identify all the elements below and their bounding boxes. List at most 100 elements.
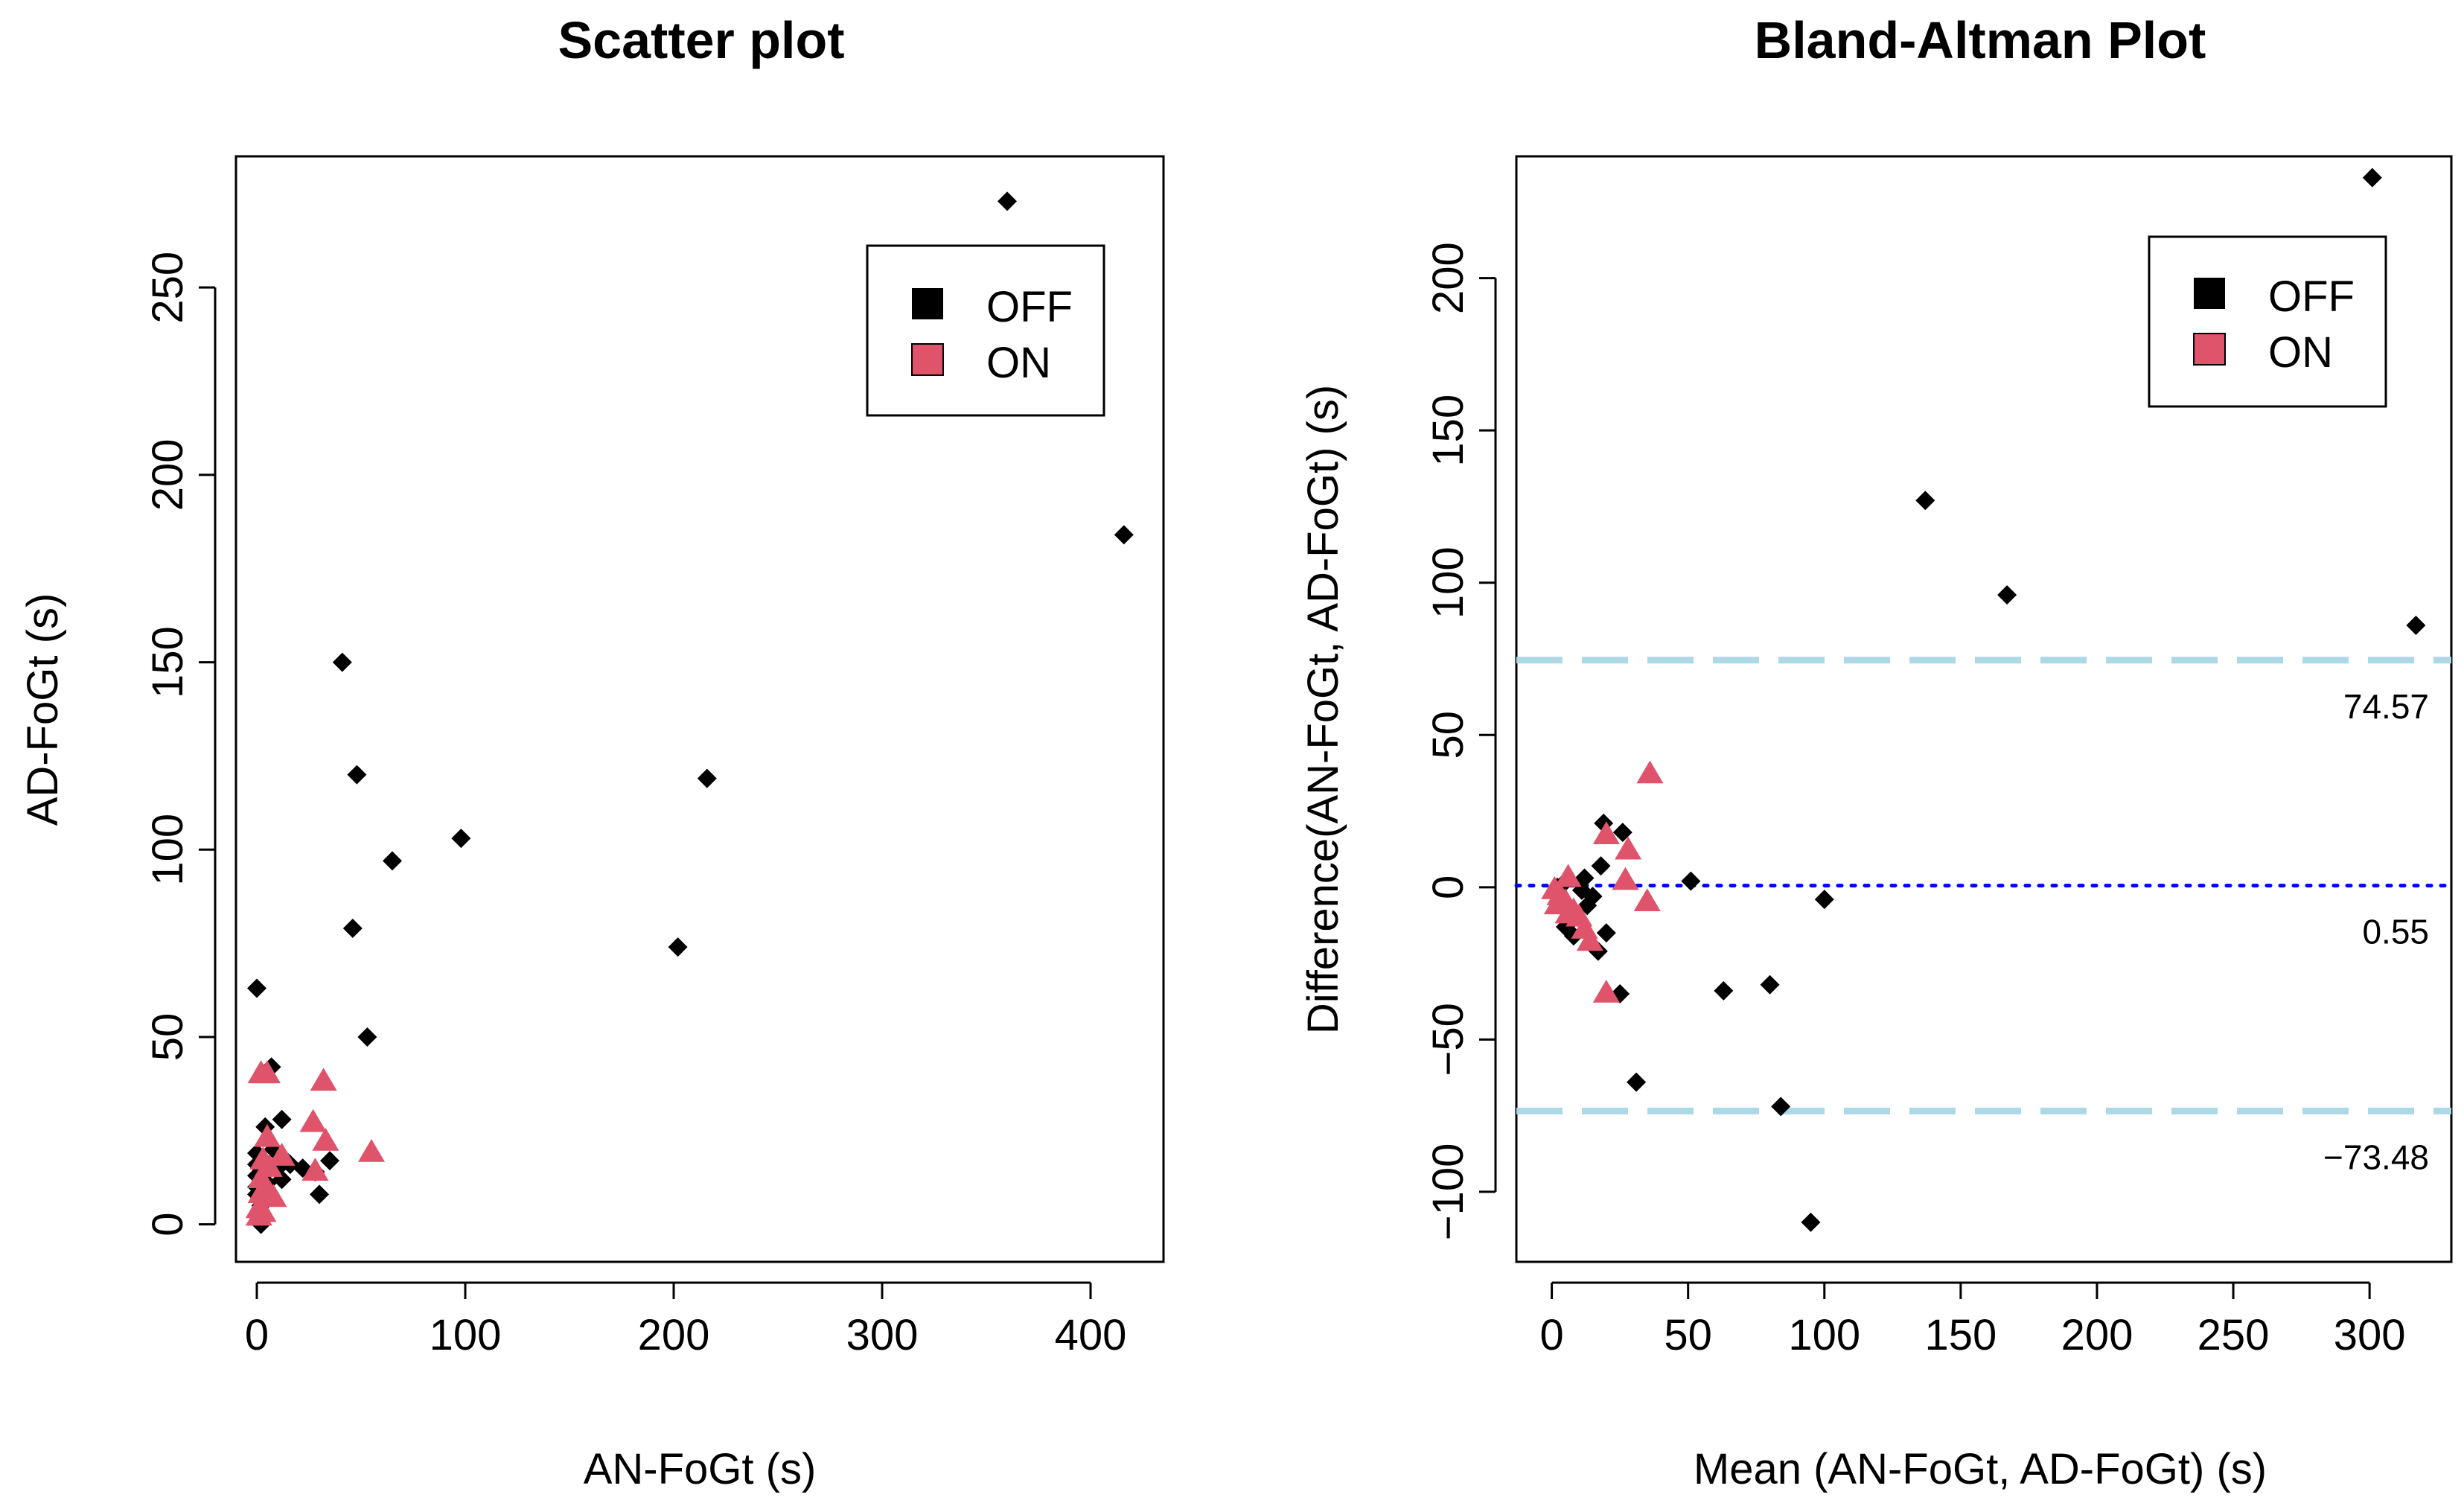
- scatter-x-tick-label: 100: [430, 1311, 502, 1359]
- scatter-point-on: [299, 1108, 327, 1132]
- scatter-y-tick-label: 100: [144, 814, 192, 886]
- scatter-x-tick-label: 300: [846, 1311, 919, 1359]
- bland-altman-x-tick-label: 300: [2334, 1311, 2406, 1359]
- scatter-point-on: [260, 1184, 287, 1207]
- bland-altman-y-tick-label: −50: [1424, 1003, 1472, 1076]
- bland-altman-plot-box: [1515, 155, 2453, 1263]
- scatter-plot-y-axis-title: AD-FoGt (s): [19, 593, 67, 826]
- scatter-legend-box: [866, 244, 1105, 417]
- scatter-point-off: [342, 918, 363, 938]
- scatter-point-off: [272, 1109, 292, 1129]
- bland-altman-y-tick-label: 0: [1424, 875, 1472, 899]
- scatter-point-on: [268, 1143, 296, 1166]
- scatter-point-off: [383, 851, 402, 871]
- scatter-plot-title: Scatter plot: [558, 11, 844, 69]
- bland-altman-point-off: [1591, 856, 1611, 876]
- bland-altman-point-on: [1615, 836, 1642, 860]
- bland-altman-legend-on-swatch: [2193, 333, 2226, 366]
- bland-altman-panel: Bland-Altman Plot 74.57 0.55 −73.48 0 50 100…: [1299, 11, 2454, 1493]
- bland-altman-y-tick-label: 150: [1424, 395, 1472, 467]
- bland-altman-point-off: [1627, 1072, 1647, 1092]
- scatter-point-off: [998, 191, 1017, 211]
- scatter-legend-on-swatch: [911, 343, 944, 376]
- bland-altman-point-off: [1814, 890, 1834, 910]
- bland-altman-y-axis-title: Difference(AN-FoGt, AD-FoGt) (s): [1299, 385, 1347, 1034]
- scatter-plot-legend: OFF ON: [866, 244, 1105, 417]
- scatter-point-off: [451, 829, 471, 849]
- scatter-plot-box: [234, 155, 1165, 1263]
- scatter-plot-axes: 0 100 200 300 400 0 50 100 150 200 250: [144, 252, 1126, 1359]
- scatter-y-tick-label: 250: [144, 252, 192, 324]
- scatter-point-off: [668, 937, 688, 957]
- bland-altman-y-tick-label: 50: [1424, 711, 1472, 759]
- bland-altman-point-off: [1915, 491, 1935, 511]
- bland-altman-point-off: [1771, 1097, 1791, 1117]
- bland-altman-legend-on-label: ON: [2268, 328, 2333, 377]
- bland-altman-y-tick-label: 200: [1424, 242, 1472, 314]
- bland-altman-reference-lines: 74.57 0.55 −73.48: [1514, 657, 2454, 1176]
- bland-altman-point-on: [1636, 760, 1664, 784]
- bland-altman-point-off: [1681, 871, 1701, 891]
- scatter-point-off: [1114, 525, 1134, 545]
- scatter-point-on: [310, 1068, 337, 1091]
- scatter-x-tick-label: 0: [245, 1311, 269, 1359]
- bland-altman-point-on: [1633, 888, 1661, 912]
- scatter-point-off: [320, 1151, 339, 1171]
- bland-altman-point-off: [1801, 1212, 1821, 1232]
- bland-altman-legend-off-label: OFF: [2268, 272, 2355, 321]
- bland-altman-point-off: [2362, 168, 2382, 188]
- scatter-point-on: [253, 1060, 281, 1084]
- bland-altman-x-tick-label: 200: [2061, 1311, 2133, 1359]
- bland-altman-legend-box: [2148, 235, 2387, 408]
- scatter-y-tick-label: 150: [144, 626, 192, 698]
- scatter-y-tick-label: 200: [144, 438, 192, 511]
- bland-altman-lower-loa-label: −73.48: [2323, 1138, 2429, 1176]
- scatter-legend-on-label: ON: [986, 339, 1051, 387]
- scatter-y-tick-label: 0: [144, 1213, 192, 1237]
- bland-altman-y-tick-label: 100: [1424, 546, 1472, 619]
- bland-altman-x-tick-label: 250: [2198, 1311, 2270, 1359]
- scatter-point-off: [310, 1184, 329, 1205]
- scatter-point-on: [357, 1139, 386, 1162]
- bland-altman-point-on: [1612, 867, 1639, 890]
- bland-altman-point-on: [1554, 864, 1582, 887]
- scatter-point-on: [245, 1202, 272, 1226]
- scatter-point-off: [697, 768, 717, 788]
- bland-altman-legend: OFF ON: [2148, 235, 2387, 408]
- bland-altman-point-on: [1592, 821, 1620, 845]
- bland-altman-point-on: [1554, 900, 1582, 924]
- scatter-point-on: [312, 1127, 339, 1151]
- scatter-legend-off-label: OFF: [986, 283, 1073, 331]
- bland-altman-title: Bland-Altman Plot: [1755, 11, 2206, 69]
- bland-altman-y-tick-label: −100: [1424, 1143, 1472, 1241]
- bland-altman-x-tick-label: 50: [1664, 1311, 1712, 1359]
- bland-altman-point-off: [1997, 585, 2017, 605]
- scatter-point-off: [247, 978, 266, 998]
- bland-altman-x-tick-label: 0: [1539, 1311, 1563, 1359]
- bland-altman-point-on: [1592, 980, 1620, 1003]
- bland-altman-point-off: [1596, 923, 1616, 943]
- bland-altman-upper-loa-label: 74.57: [2343, 687, 2429, 726]
- scatter-x-tick-label: 400: [1055, 1311, 1127, 1359]
- scatter-point-on: [253, 1123, 281, 1147]
- scatter-legend-off-swatch: [912, 288, 943, 319]
- bland-altman-x-tick-label: 150: [1924, 1311, 1997, 1359]
- bland-altman-point-off: [1714, 980, 1734, 1001]
- bland-altman-x-axis-title: Mean (AN-FoGt, AD-FoGt) (s): [1694, 1445, 2267, 1493]
- scatter-point-off: [357, 1027, 377, 1047]
- bland-altman-points: [1541, 168, 2426, 1232]
- scatter-point-off: [347, 765, 367, 785]
- bland-altman-point-on: [1576, 928, 1603, 951]
- bland-altman-point-off: [2406, 616, 2426, 635]
- bland-altman-x-tick-label: 100: [1788, 1311, 1860, 1359]
- bland-altman-point-off: [1612, 823, 1632, 843]
- bland-altman-mean-diff-label: 0.55: [2362, 913, 2429, 951]
- scatter-x-tick-label: 200: [638, 1311, 710, 1359]
- scatter-y-tick-label: 50: [144, 1013, 192, 1062]
- scatter-plot-points: [245, 191, 1134, 1234]
- scatter-point-off: [332, 652, 352, 672]
- bland-altman-legend-off-swatch: [2194, 278, 2225, 309]
- scatter-plot-panel: Scatter plot 0 100 200 300 400 0 50 100 150 200 25…: [19, 11, 1165, 1493]
- scatter-point-on: [301, 1158, 329, 1181]
